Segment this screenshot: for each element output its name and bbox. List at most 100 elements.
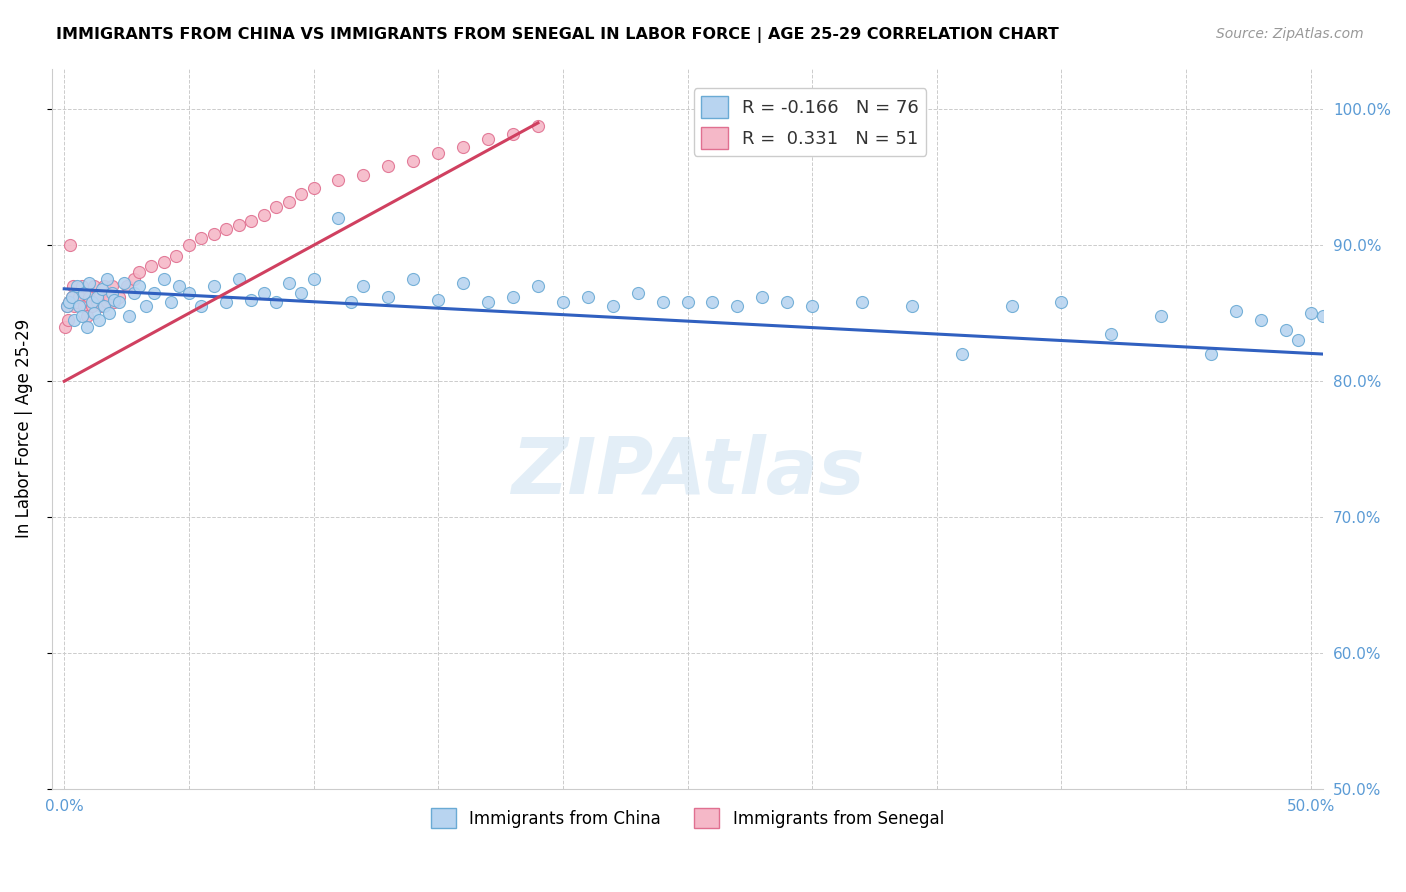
Legend: Immigrants from China, Immigrants from Senegal: Immigrants from China, Immigrants from S…: [425, 801, 950, 835]
Point: [776, 295, 799, 310]
Point: [352, 279, 374, 293]
Point: [86, 295, 108, 310]
Point: [627, 285, 650, 300]
Point: [402, 153, 425, 168]
Point: [427, 293, 450, 307]
Point: [98, 306, 121, 320]
Point: [190, 231, 212, 245]
Point: [576, 290, 599, 304]
Point: [80, 295, 103, 310]
Point: [377, 290, 399, 304]
Point: [328, 211, 350, 226]
Point: [87, 313, 110, 327]
Point: [1001, 300, 1024, 314]
Point: [153, 272, 176, 286]
Point: [950, 347, 973, 361]
Point: [302, 181, 325, 195]
Point: [202, 279, 225, 293]
Point: [676, 295, 699, 310]
Point: [63, 300, 86, 314]
Point: [160, 295, 183, 310]
Point: [103, 295, 125, 310]
Point: [1286, 334, 1309, 348]
Point: [177, 285, 200, 300]
Point: [115, 279, 138, 293]
Point: [602, 300, 624, 314]
Point: [76, 319, 98, 334]
Point: [80, 300, 103, 314]
Point: [100, 285, 122, 300]
Point: [215, 295, 238, 310]
Point: [527, 279, 550, 293]
Point: [100, 279, 122, 293]
Point: [751, 290, 773, 304]
Point: [73, 300, 96, 314]
Point: [63, 313, 86, 327]
Point: [264, 295, 287, 310]
Point: [801, 300, 824, 314]
Point: [427, 145, 450, 160]
Point: [851, 295, 873, 310]
Point: [551, 295, 574, 310]
Point: [55, 300, 77, 314]
Point: [477, 132, 499, 146]
Point: [67, 290, 90, 304]
Point: [240, 293, 263, 307]
Point: [96, 295, 118, 310]
Point: [55, 300, 77, 314]
Point: [87, 290, 110, 304]
Point: [141, 259, 163, 273]
Point: [73, 285, 96, 300]
Point: [86, 290, 108, 304]
Point: [1225, 303, 1247, 318]
Point: [177, 238, 200, 252]
Point: [451, 277, 474, 291]
Point: [228, 272, 250, 286]
Point: [66, 295, 89, 310]
Point: [77, 277, 100, 291]
Point: [1099, 326, 1122, 341]
Point: [725, 300, 748, 314]
Point: [477, 295, 499, 310]
Point: [253, 208, 276, 222]
Point: [60, 290, 83, 304]
Point: [76, 309, 98, 323]
Point: [135, 300, 157, 314]
Point: [502, 127, 524, 141]
Point: [328, 173, 350, 187]
Point: [1250, 313, 1272, 327]
Point: [56, 313, 79, 327]
Point: [377, 160, 399, 174]
Text: Source: ZipAtlas.com: Source: ZipAtlas.com: [1216, 27, 1364, 41]
Point: [112, 277, 135, 291]
Point: [215, 222, 238, 236]
Point: [67, 300, 90, 314]
Point: [1275, 323, 1298, 337]
Text: ZIPAtlas: ZIPAtlas: [510, 434, 865, 510]
Point: [901, 300, 924, 314]
Point: [128, 279, 150, 293]
Point: [702, 295, 724, 310]
Point: [90, 300, 112, 314]
Point: [165, 249, 187, 263]
Point: [93, 279, 115, 293]
Point: [118, 309, 141, 323]
Point: [190, 300, 212, 314]
Point: [58, 295, 80, 310]
Point: [527, 119, 550, 133]
Point: [340, 295, 363, 310]
Point: [77, 290, 100, 304]
Point: [651, 295, 673, 310]
Point: [153, 254, 176, 268]
Point: [202, 227, 225, 242]
Point: [83, 279, 105, 293]
Point: [1050, 295, 1073, 310]
Point: [143, 285, 166, 300]
Point: [96, 272, 118, 286]
Point: [66, 279, 89, 293]
Point: [167, 279, 190, 293]
Point: [277, 194, 299, 209]
Point: [122, 285, 145, 300]
Point: [70, 279, 93, 293]
Point: [108, 290, 131, 304]
